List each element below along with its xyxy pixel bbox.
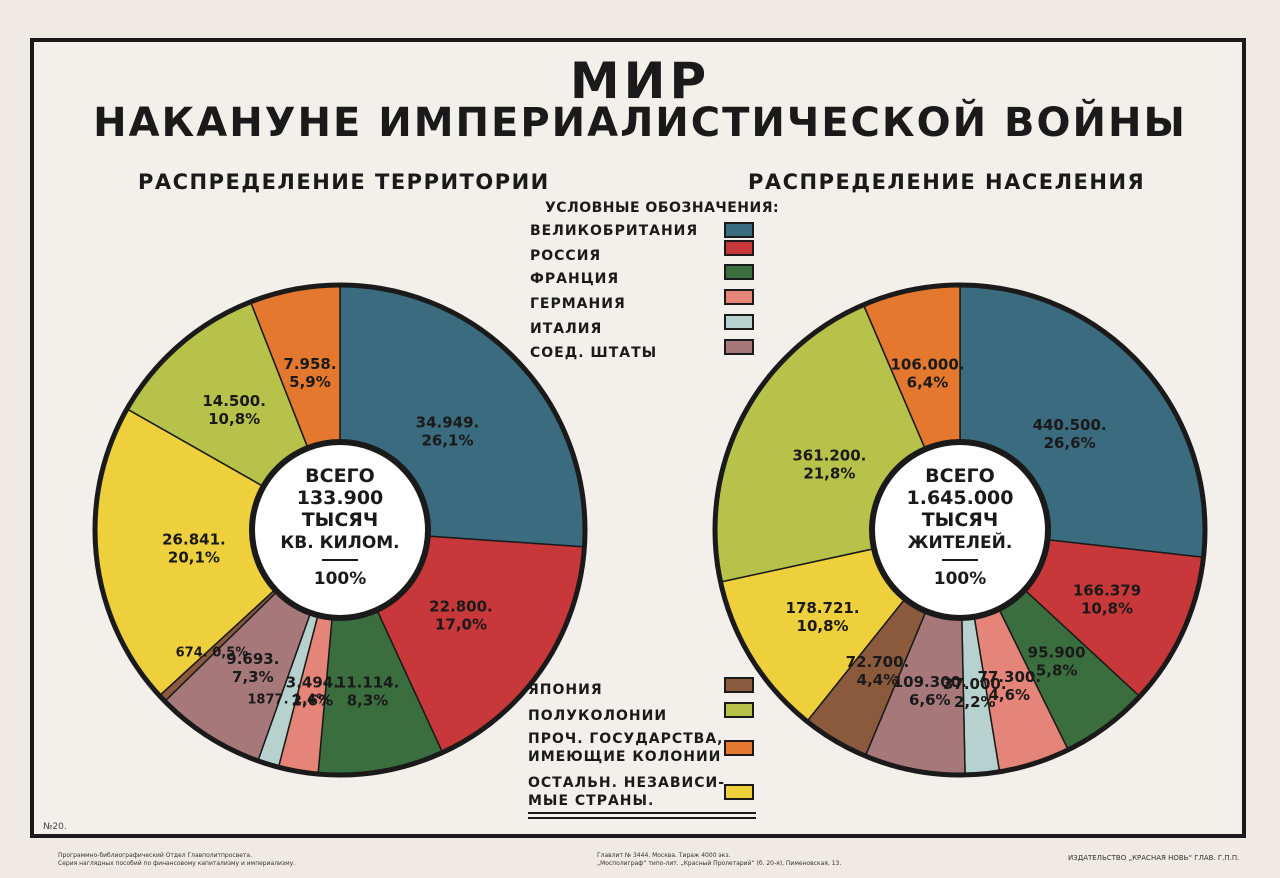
territory-slice-value-1: 22.800.: [429, 597, 493, 615]
population-center-line-2: ТЫСЯЧ: [922, 509, 999, 531]
territory-slice-value-2: 11.114.: [336, 673, 400, 691]
legend-swatch-germany: [724, 289, 754, 305]
territory-slice-pct-2: 8,3%: [347, 691, 389, 709]
legend-label-germany: ГЕРМАНИЯ: [530, 296, 626, 312]
footer-mid-1: Главлит № 3444. Москва. Тираж 4000 экз.: [597, 852, 731, 859]
legend-label-usa: СОЕД. ШТАТЫ: [530, 345, 658, 361]
population-pie: ВСЕГО1.645.000ТЫСЯЧЖИТЕЛЕЙ.100%440.500.2…: [712, 282, 1208, 778]
legend-swatch-russia: [724, 240, 754, 256]
population-slice-pct-5: 6,6%: [909, 691, 951, 709]
population-slice-pct-4: 2,2%: [954, 693, 996, 711]
territory-slice-value-5: 9.693.: [226, 650, 279, 668]
territory-slice-pct-3: 2,6%: [292, 691, 334, 709]
territory-center-percent: 100%: [314, 569, 367, 589]
population-slice-value-4: 37.000.: [943, 675, 1007, 693]
legend-label-other-colonial-1: ПРОЧ. ГОСУДАРСТВА,: [528, 731, 724, 747]
legend-label-semicolonies: ПОЛУКОЛОНИИ: [528, 708, 668, 724]
legend-swatch-independent: [724, 784, 754, 800]
poster-number: №20.: [43, 822, 67, 832]
legend-label-japan: ЯПОНИЯ: [528, 682, 603, 698]
territory-slice-pct-1: 17,0%: [435, 615, 487, 633]
poster-title: МИР: [569, 52, 711, 110]
population-slice-value-2: 95.900: [1028, 644, 1086, 662]
territory-slice-pct-5: 7,3%: [232, 668, 274, 686]
population-slice-pct-8: 21,8%: [803, 465, 855, 483]
territory-center-line-2: ТЫСЯЧ: [302, 509, 379, 531]
population-slice-pct-1: 10,8%: [1081, 599, 1133, 617]
territory-slice-value-3: 3.494.: [286, 673, 339, 691]
population-slice-value-5: 109.300.: [893, 673, 967, 691]
territory-center-disc: [249, 439, 431, 621]
territory-slice-pct-8: 10,8%: [208, 410, 260, 428]
territory-slice-value-0: 34.949.: [416, 414, 480, 432]
legend-underline-2: [528, 817, 756, 819]
legend-underline-1: [528, 812, 756, 814]
footer-mid-2: „Мосполиграф“ типо-лит. „Красный Пролета…: [597, 860, 842, 867]
population-slice-pct-9: 6,4%: [907, 374, 949, 392]
legend-swatch-france: [724, 264, 754, 280]
legend-label-britain: ВЕЛИКОБРИТАНИЯ: [530, 223, 699, 239]
population-center-line-1: 1.645.000: [907, 487, 1014, 509]
legend-swatch-britain: [724, 222, 754, 238]
population-slice-value-1: 166.379: [1073, 581, 1141, 599]
population-slice-pct-7: 10,8%: [797, 617, 849, 635]
footer-publisher: ИЗДАТЕЛЬСТВО „КРАСНАЯ НОВЬ“ ГЛАВ. Г.П.П.: [1068, 854, 1240, 862]
territory-center-line-1: 133.900: [297, 487, 384, 509]
legend-swatch-other-colonial: [724, 740, 754, 756]
territory-slice-value-9: 7.958.: [283, 355, 336, 373]
population-slice-value-8: 361.200.: [792, 447, 866, 465]
population-center-line-0: ВСЕГО: [925, 465, 995, 487]
footer-left-2: Серия наглядных пособий по финансовому к…: [58, 860, 296, 867]
population-center-line-3: ЖИТЕЛЕЙ.: [908, 531, 1013, 553]
population-slice-value-0: 440.500.: [1033, 416, 1107, 434]
legend-swatch-semicolonies: [724, 702, 754, 718]
legend-label-independent-2: МЫЕ СТРАНЫ.: [528, 793, 655, 809]
population-slice-value-3: 77.300.: [977, 668, 1041, 686]
territory-slice-pct-9: 5,9%: [289, 373, 331, 391]
legend-swatch-japan: [724, 677, 754, 693]
population-slice-pct-6: 4,4%: [857, 671, 899, 689]
population-slice-value-7: 178.721.: [786, 599, 860, 617]
population-heading: РАСПРЕДЕЛЕНИЕ НАСЕЛЕНИЯ: [748, 170, 1146, 194]
territory-slice-label-4: 1877. 1,4%: [247, 693, 329, 708]
legend-heading: УСЛОВНЫЕ ОБОЗНАЧЕНИЯ:: [545, 200, 780, 216]
legend-label-france: ФРАНЦИЯ: [530, 271, 620, 287]
legend-label-independent-1: ОСТАЛЬН. НЕЗАВИСИ-: [528, 775, 726, 791]
territory-center-line-0: ВСЕГО: [305, 465, 375, 487]
legend-swatch-italy: [724, 314, 754, 330]
population-slice-pct-0: 26,6%: [1044, 434, 1096, 452]
population-outer-ring: [712, 282, 1208, 778]
territory-heading: РАСПРЕДЕЛЕНИЕ ТЕРРИТОРИИ: [138, 170, 550, 194]
legend-swatch-usa: [724, 339, 754, 355]
population-slice-value-6: 72.700.: [846, 653, 910, 671]
poster-subtitle: НАКАНУНЕ ИМПЕРИАЛИСТИЧЕСКОЙ ВОЙНЫ: [93, 100, 1187, 146]
legend-label-other-colonial-2: ИМЕЮЩИЕ КОЛОНИИ: [528, 749, 722, 765]
territory-slice-value-8: 14.500.: [202, 392, 266, 410]
territory-slice-label-6: 674. 0,5%: [176, 645, 249, 660]
legend-label-italy: ИТАЛИЯ: [530, 321, 603, 337]
footer-left-1: Программно-библиографический Отдел Главп…: [58, 852, 253, 859]
population-slice-pct-3: 4,6%: [988, 686, 1030, 704]
population-center-disc: [869, 439, 1051, 621]
population-center-percent: 100%: [934, 569, 987, 589]
territory-slice-pct-0: 26,1%: [421, 432, 473, 450]
population-slice-pct-2: 5,8%: [1036, 662, 1078, 680]
territory-center-line-3: КВ. КИЛОМ.: [280, 533, 399, 553]
population-slice-value-9: 106.000.: [890, 356, 964, 374]
territory-slice-pct-7: 20,1%: [168, 549, 220, 567]
legend-label-russia: РОССИЯ: [530, 248, 602, 264]
territory-slice-value-7: 26.841.: [162, 531, 226, 549]
territory-outer-ring: [92, 282, 588, 778]
